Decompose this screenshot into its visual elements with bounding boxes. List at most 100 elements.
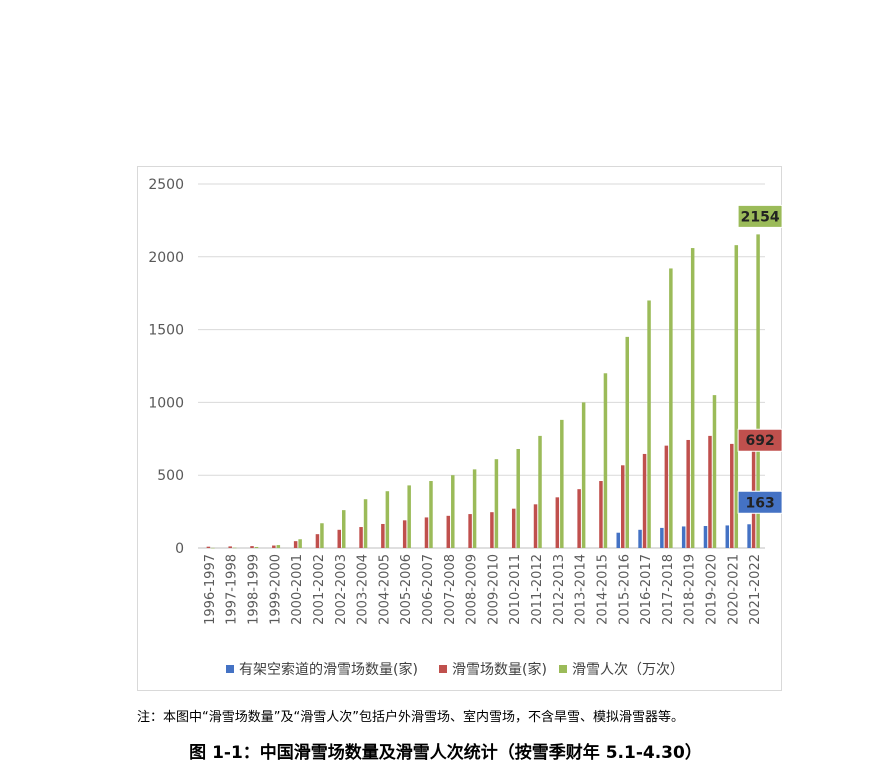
bar <box>647 300 651 548</box>
y-tick-label: 1000 <box>148 395 184 411</box>
bar <box>560 419 564 548</box>
bar <box>494 459 499 548</box>
bar <box>206 546 211 548</box>
x-tick-label: 2010-2011 <box>508 554 523 625</box>
legend-item-skier-visits: 滑雪人次（万次） <box>559 659 684 679</box>
x-tick-label: 2005-2006 <box>399 554 414 625</box>
bar <box>385 491 390 548</box>
x-tick-label: 1997-1998 <box>225 554 240 625</box>
y-tick-label: 1500 <box>148 323 184 339</box>
legend-swatch-blue <box>226 665 234 673</box>
bar <box>581 402 586 548</box>
bar <box>342 510 346 548</box>
x-tick-label: 2016-2017 <box>639 554 654 625</box>
bar <box>407 485 411 548</box>
bar <box>734 245 739 548</box>
legend-item-cableway-resorts: 有架空索道的滑雪场数量(家) <box>226 659 418 679</box>
x-tick-label: 2015-2016 <box>617 554 632 625</box>
x-tick-label: 2018-2019 <box>683 554 698 625</box>
bar <box>472 469 477 548</box>
bar <box>712 395 717 548</box>
bar <box>363 499 368 548</box>
bar <box>490 512 494 548</box>
bar <box>664 445 669 548</box>
bar <box>708 435 712 548</box>
x-tick-label: 2020-2021 <box>726 554 741 625</box>
chart-note: 注：本图中“滑雪场数量”及“滑雪人次”包括户外滑雪场、室内雪场，不含旱雪、模拟滑… <box>137 710 684 725</box>
x-tick-label: 2003-2004 <box>356 554 371 625</box>
bar <box>681 526 686 548</box>
bar <box>451 475 455 548</box>
x-tick-label: 2013-2014 <box>574 554 589 625</box>
bar <box>424 517 429 548</box>
x-tick-label: 2002-2003 <box>334 554 349 625</box>
x-tick-label: 2007-2008 <box>443 554 458 625</box>
chart-frame: 0 500 1000 1500 2000 2500 1996-1997 1997-1998 19… <box>137 166 783 691</box>
bar <box>690 248 695 548</box>
bar <box>446 515 451 548</box>
bar <box>703 526 708 548</box>
x-tick-label: 1999-2000 <box>268 554 283 625</box>
bar <box>298 539 302 548</box>
bar <box>555 497 560 548</box>
figure-caption: 图 1-1：中国滑雪场数量及滑雪人次统计（按雪季财年 5.1-4.30） <box>189 743 702 763</box>
y-tick-label: 2500 <box>148 177 184 193</box>
legend-item-resorts: 滑雪场数量(家) <box>439 659 547 679</box>
data-label: 2154 <box>741 209 780 225</box>
bar <box>538 435 542 548</box>
legend-swatch-red <box>439 665 447 673</box>
x-tick-label: 2009-2010 <box>486 554 501 625</box>
bar <box>320 523 324 548</box>
bar <box>730 443 734 548</box>
legend-label-skier-visits: 滑雪人次（万次） <box>572 662 684 678</box>
legend-label-resorts: 滑雪场数量(家) <box>452 662 547 678</box>
bar <box>429 481 433 548</box>
chart-plot: 0 500 1000 1500 2000 2500 1996-1997 1997-1998 19… <box>148 177 783 625</box>
bar <box>211 547 215 549</box>
x-tick-label: 2004-2005 <box>377 554 392 625</box>
bar <box>276 545 281 548</box>
bar <box>669 268 673 548</box>
bar <box>359 527 363 548</box>
bar <box>272 545 276 548</box>
bar <box>625 336 629 548</box>
data-label-box <box>737 428 783 452</box>
x-tick-label: 2006-2007 <box>421 554 436 625</box>
bar <box>468 514 472 548</box>
x-tick-label: 2014-2015 <box>595 554 610 625</box>
bar <box>756 234 760 548</box>
x-tick-label: 1996-1997 <box>203 554 218 625</box>
bar <box>686 439 690 548</box>
bar <box>533 504 538 548</box>
bar <box>402 520 407 548</box>
bar <box>747 524 751 548</box>
legend-swatch-green <box>559 665 567 673</box>
bar <box>642 453 647 548</box>
bar <box>511 508 516 548</box>
x-tick-label: 2011-2012 <box>530 554 545 625</box>
x-tick-label: 2021-2022 <box>748 554 763 625</box>
x-tick-label: 2017-2018 <box>661 554 676 625</box>
bar <box>621 465 625 548</box>
x-tick-label: 2001-2002 <box>312 554 327 625</box>
x-tick-label: 2012-2013 <box>552 554 567 625</box>
data-label-box <box>737 204 783 228</box>
x-tick-label: 2000-2001 <box>290 554 305 625</box>
bar <box>381 523 385 548</box>
bar <box>616 532 620 548</box>
bar <box>250 546 254 548</box>
y-tick-label: 2000 <box>148 250 184 266</box>
bar <box>315 534 320 548</box>
y-tick-label: 500 <box>157 468 184 484</box>
bar <box>638 529 642 548</box>
bar <box>337 529 341 548</box>
x-tick-label: 1998-1999 <box>247 554 262 625</box>
data-label: 163 <box>745 495 774 511</box>
bar <box>599 481 603 548</box>
x-tick-label: 2019-2020 <box>704 554 719 625</box>
bar <box>603 373 608 548</box>
bar <box>577 489 581 548</box>
bar <box>293 541 298 548</box>
y-tick-label: 0 <box>175 541 184 557</box>
data-label-box <box>737 490 783 514</box>
